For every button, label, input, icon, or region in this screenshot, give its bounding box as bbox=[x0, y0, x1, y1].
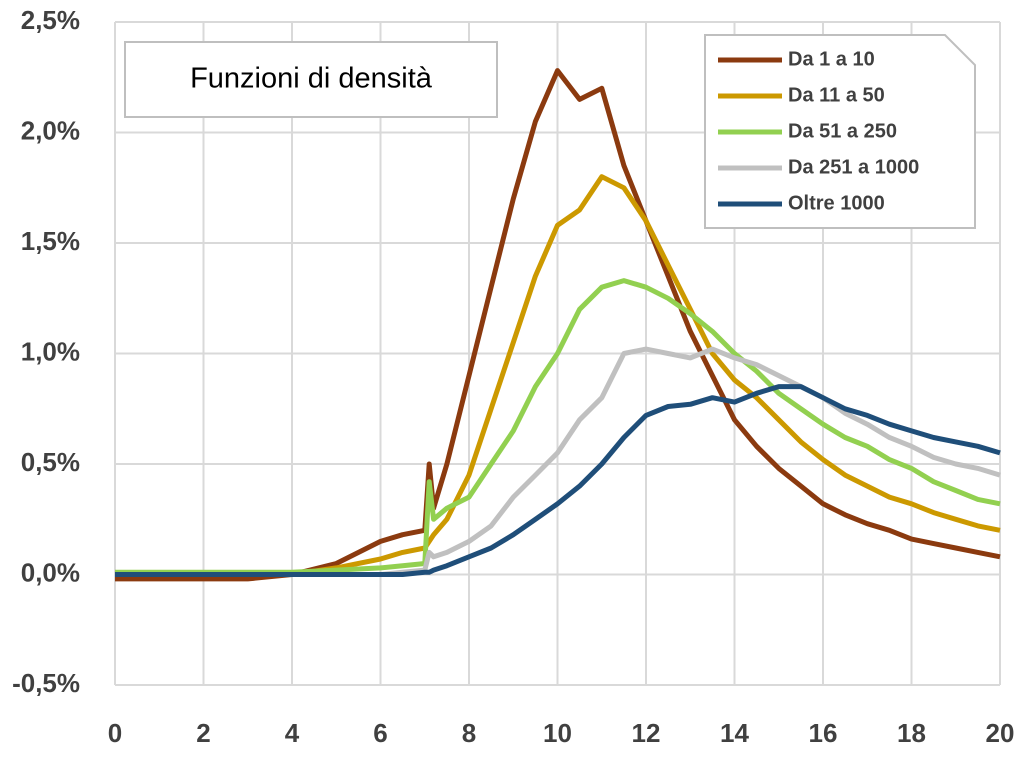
y-tick-label: -0,5% bbox=[12, 668, 80, 698]
y-tick-label: 1,0% bbox=[21, 336, 80, 366]
x-tick-label: 10 bbox=[543, 718, 572, 748]
legend-label: Da 51 a 250 bbox=[788, 120, 897, 142]
x-tick-label: 20 bbox=[986, 718, 1015, 748]
x-tick-label: 18 bbox=[897, 718, 926, 748]
lines bbox=[115, 68, 1001, 582]
chart-title: Funzioni di densità bbox=[190, 63, 433, 95]
x-tick-label: 12 bbox=[632, 718, 661, 748]
y-tick-label: 2,0% bbox=[21, 115, 80, 145]
x-tick-label: 4 bbox=[285, 718, 300, 748]
legend-label: Da 1 a 10 bbox=[788, 48, 875, 70]
legend-label: Da 251 a 1000 bbox=[788, 156, 919, 178]
x-tick-label: 8 bbox=[462, 718, 476, 748]
series-line bbox=[115, 278, 1001, 575]
legend-label: Oltre 1000 bbox=[788, 192, 885, 214]
series-line bbox=[115, 174, 1001, 577]
x-tick-label: 6 bbox=[373, 718, 387, 748]
y-tick-label: 1,5% bbox=[21, 226, 80, 256]
legend-box bbox=[704, 34, 976, 229]
series-line bbox=[115, 68, 1001, 582]
x-tick-label: 16 bbox=[809, 718, 838, 748]
y-tick-label: 0,5% bbox=[21, 447, 80, 477]
title-box bbox=[124, 41, 498, 118]
y-tick-label: 2,5% bbox=[21, 5, 80, 35]
series-line bbox=[115, 384, 1001, 577]
legend-label: Da 11 a 50 bbox=[788, 84, 885, 106]
legend: Da 1 a 10 Da 11 a 50 Da 51 a 250 Da 251 a 1… bbox=[718, 48, 919, 214]
x-tick-label: 2 bbox=[196, 718, 210, 748]
y-tick-label: 0,0% bbox=[21, 557, 80, 587]
x-tick-label: 0 bbox=[108, 718, 122, 748]
x-tick-label: 14 bbox=[720, 718, 749, 748]
